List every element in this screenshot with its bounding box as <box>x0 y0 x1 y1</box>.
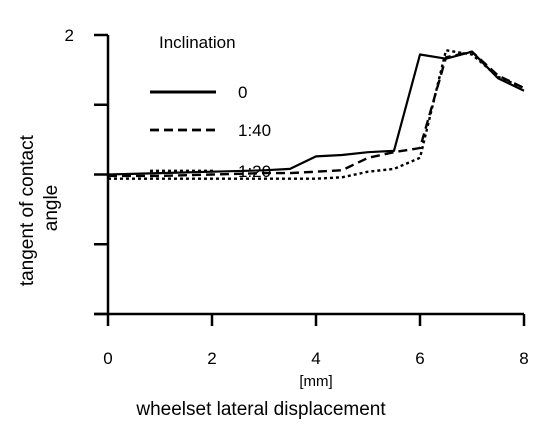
series-lines <box>107 49 525 180</box>
x-axis-label: wheelset lateral displacement <box>135 399 386 420</box>
x-tick-label: 8 <box>519 349 528 368</box>
x-axis-unit: [mm] <box>299 373 332 390</box>
y-axis-label-line-1: tangent of contact <box>17 134 38 286</box>
x-tick-label: 6 <box>415 349 424 368</box>
legend-title: Inclination <box>159 33 236 52</box>
y-tick-label: 2 <box>65 26 74 45</box>
x-tick-label: 2 <box>207 349 216 368</box>
series-line-3 <box>108 49 525 180</box>
legend-items: 0 1:40 1:20 <box>150 83 271 181</box>
x-tick-label: 0 <box>103 349 112 368</box>
y-axis-label: tangent of contact angle <box>17 130 62 286</box>
x-tick-label: 4 <box>311 349 320 368</box>
x-axis-ticks: 0 2 4 6 8 <box>103 314 529 368</box>
y-axis-label-line-2: angle <box>41 185 62 232</box>
legend-label-3: 1:20 <box>238 162 271 181</box>
plot-area: 2 0 2 4 6 8 <box>65 26 529 368</box>
legend: Inclination 0 1:40 1:20 <box>150 33 271 181</box>
legend-label-2: 1:40 <box>238 121 271 140</box>
legend-label-1: 0 <box>238 83 247 102</box>
y-axis-ticks: 2 <box>65 26 108 316</box>
series-line-1 <box>107 50 525 176</box>
series-line-2 <box>108 50 525 178</box>
